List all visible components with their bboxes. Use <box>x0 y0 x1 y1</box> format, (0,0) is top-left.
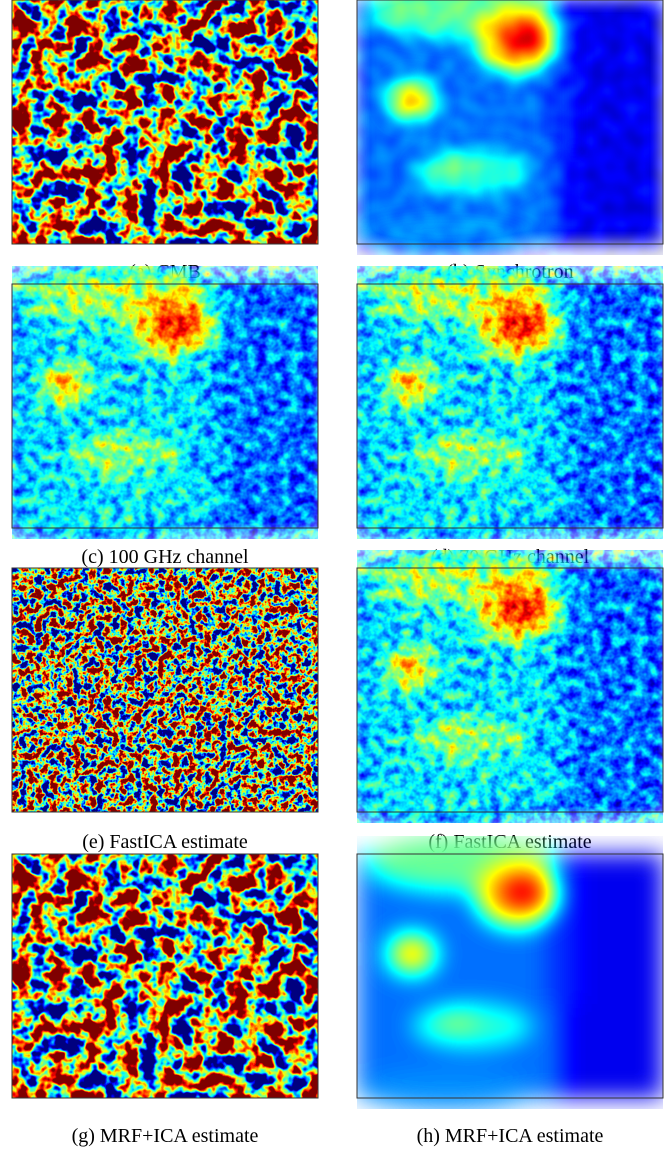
panel-g <box>12 854 318 1098</box>
caption: (c) 100 GHz channel <box>81 546 249 568</box>
panel-c <box>12 266 318 539</box>
panel-a <box>12 0 318 244</box>
caption: (g) MRF+ICA estimate <box>72 1125 259 1147</box>
panel-f <box>357 550 663 823</box>
panel-e <box>12 568 318 812</box>
caption: (e) FastICA estimate <box>82 831 248 853</box>
panel-d <box>357 266 663 539</box>
caption: (h) MRF+ICA estimate <box>417 1125 604 1147</box>
panel-h <box>357 836 663 1109</box>
figure: (a) CMB (b) Synchrotron (c) 100 GHz chan… <box>0 0 667 1163</box>
panel-b <box>357 0 663 255</box>
